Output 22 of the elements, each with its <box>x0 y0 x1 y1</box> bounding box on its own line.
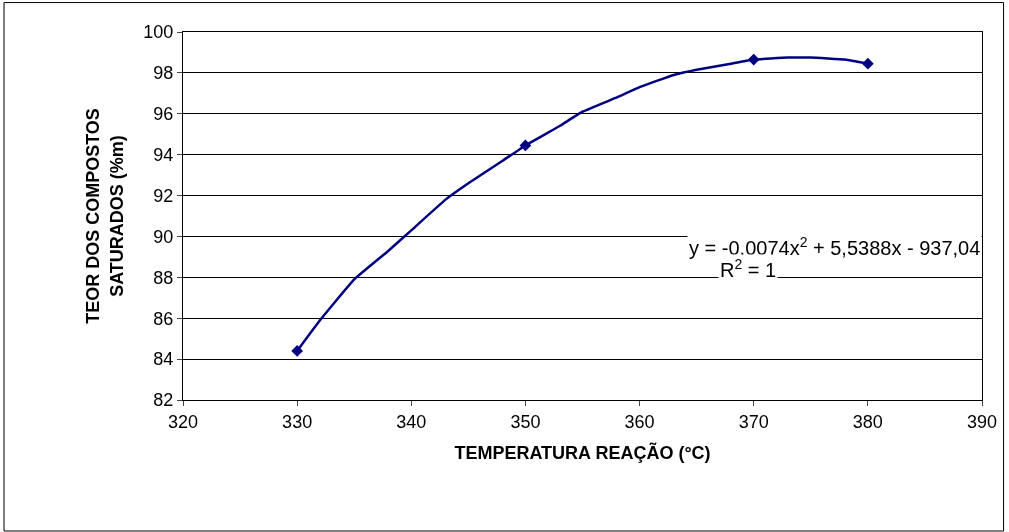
y-tick-label: 86 <box>153 308 174 329</box>
x-tick-label: 340 <box>396 411 427 432</box>
y-tick-label: 88 <box>153 267 174 288</box>
y-tick-label: 84 <box>153 349 174 370</box>
y-tick-label: 82 <box>153 390 174 411</box>
x-tick-label: 390 <box>966 411 998 432</box>
y-tick-label: 94 <box>153 144 174 165</box>
x-tick-label: 320 <box>167 411 199 432</box>
y-tick-label: 92 <box>153 185 174 206</box>
y-tick-label: 100 <box>143 22 174 43</box>
annotation: R$^{2}$ = 1 <box>720 256 777 282</box>
y-tick-label: 96 <box>153 104 174 125</box>
x-tick-label: 350 <box>510 411 541 432</box>
annotation: y = -0,0074x$^{2}$ + 5,5388x - 937,04 <box>689 234 981 260</box>
y-tick-label: 98 <box>153 63 174 84</box>
y-tick-label: 90 <box>153 226 174 247</box>
x-tick-label: 380 <box>852 411 883 432</box>
x-tick-label: 360 <box>624 411 655 432</box>
x-tick-label: 370 <box>738 411 769 432</box>
x-tick-label: 330 <box>282 411 313 432</box>
y-axis-title: TEOR DOS COMPOSTOS SATURADOS (%m) <box>83 108 127 324</box>
x-axis-title: TEMPERATURA REAÇÃO (°C) <box>454 441 711 463</box>
